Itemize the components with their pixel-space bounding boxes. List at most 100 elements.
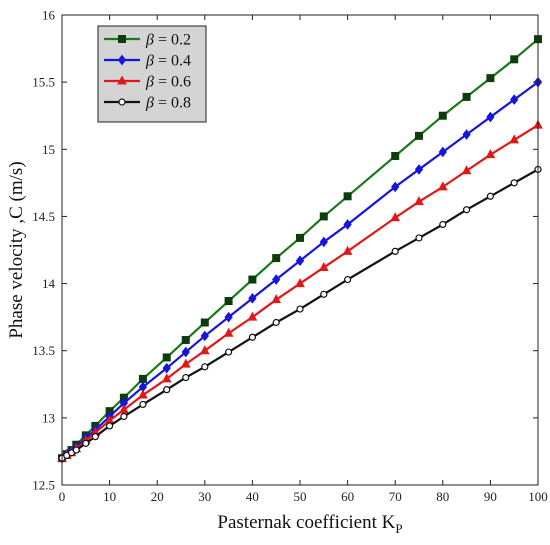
series-2-point — [224, 311, 233, 323]
series-3-point — [485, 149, 496, 159]
legend-label: β = 0.8 — [145, 95, 191, 112]
legend-beta-value: = 0.6 — [154, 74, 191, 91]
x-axis-title-subscript: P — [395, 521, 402, 536]
series-4-point — [182, 373, 190, 382]
legend: β = 0.2β = 0.4β = 0.6β = 0.8 — [97, 25, 207, 123]
series-4-point — [415, 234, 423, 242]
series-2-point — [181, 346, 190, 358]
series-4-point — [344, 275, 352, 284]
series-4-point — [72, 446, 80, 454]
series-3-point — [461, 165, 472, 175]
x-tick-label: 40 — [246, 489, 259, 504]
series-1-point — [224, 297, 233, 306]
legend-label: β = 0.2 — [145, 32, 191, 49]
series-3-point — [119, 404, 129, 414]
series-2-point — [391, 181, 400, 193]
series-3-point — [390, 212, 401, 222]
legend-swatch-marker — [118, 98, 126, 106]
legend-item: β = 0.4 — [104, 53, 191, 70]
series-2-point — [162, 362, 171, 374]
series-3-point — [199, 345, 210, 355]
x-tick-label: 70 — [389, 489, 402, 504]
y-tick-label: 12.5 — [32, 478, 55, 493]
series-1-point — [486, 74, 495, 83]
series-4-point — [91, 433, 99, 441]
series-4-point — [139, 400, 147, 409]
series-3-point — [161, 373, 172, 383]
legend-beta-symbol: β — [145, 32, 154, 49]
series-2-point — [343, 219, 352, 230]
series-2-point — [200, 330, 209, 342]
series-1-point — [319, 212, 328, 221]
series-2-point — [510, 94, 519, 105]
series-4-point — [463, 206, 471, 214]
series-4 — [58, 165, 542, 462]
legend-beta-symbol: β — [145, 95, 154, 112]
series-1-point — [200, 318, 209, 327]
series-4-point — [510, 179, 518, 187]
legend-item: β = 0.6 — [104, 74, 191, 91]
series-3-point — [342, 245, 353, 255]
x-tick-label: 0 — [59, 489, 66, 504]
axes-layer: 0 10 20 30 40 50 60 70 80 90 100 12.5 13 13.5 14 14.5 15… — [32, 8, 548, 505]
x-tick-label: 60 — [341, 489, 354, 504]
y-tick-label: 13 — [42, 410, 55, 425]
series-4-point — [105, 422, 114, 430]
series-4-point — [201, 363, 209, 371]
legend-beta-symbol: β — [145, 74, 154, 91]
series-3-point — [295, 278, 305, 288]
y-tick-label: 15 — [42, 142, 55, 157]
legend-beta-symbol: β — [145, 53, 154, 70]
series-2-point — [414, 164, 424, 175]
legend-swatch-marker — [117, 54, 127, 66]
x-axis-title: Pasternak coefficient KP — [217, 512, 402, 536]
series-1-point — [415, 131, 423, 140]
series-4-point — [320, 290, 328, 298]
series-4-point — [391, 247, 399, 255]
x-tick-label: 30 — [198, 489, 211, 504]
series-3-point — [223, 327, 234, 337]
series-2-point — [248, 293, 257, 304]
series-4-point — [248, 333, 256, 341]
legend-swatch-marker — [117, 75, 127, 85]
series-4-point — [272, 318, 280, 327]
series-2-point — [319, 236, 328, 248]
series-1-point — [138, 374, 147, 383]
x-tick-label: 100 — [528, 489, 548, 504]
y-tick-label: 15.5 — [32, 75, 55, 90]
y-tick-label: 14 — [42, 276, 56, 291]
legend-beta-value: = 0.8 — [154, 95, 191, 112]
series-1-point — [510, 55, 519, 64]
series-4-point — [486, 192, 494, 200]
series-3-point — [138, 389, 148, 399]
series-4-point — [225, 348, 233, 356]
x-tick-label: 80 — [436, 489, 449, 504]
series-1-point — [343, 192, 352, 201]
series-4-point — [296, 305, 304, 313]
series-2-point — [462, 129, 471, 140]
series-1-point — [296, 233, 304, 242]
series-1-point — [248, 275, 257, 284]
legend-beta-value: = 0.4 — [154, 53, 191, 70]
legend-label: β = 0.4 — [145, 53, 191, 70]
y-tick-label: 13.5 — [32, 343, 55, 358]
x-tick-label: 10 — [103, 489, 116, 504]
series-4-point — [120, 412, 128, 421]
series-layer — [57, 35, 543, 464]
legend-beta-value: = 0.2 — [154, 32, 191, 49]
series-3-point — [318, 261, 329, 271]
legend-swatch-marker — [118, 35, 126, 43]
series-3-point — [509, 134, 520, 144]
series-1-point — [272, 254, 281, 263]
series-3-point — [414, 196, 424, 206]
series-2-point — [438, 146, 447, 158]
series-3-point — [437, 181, 448, 191]
series-1-point — [162, 353, 171, 362]
x-tick-label: 90 — [484, 489, 497, 504]
series-4-point — [82, 439, 90, 447]
legend-label: β = 0.6 — [145, 74, 191, 91]
y-tick-label: 14.5 — [32, 209, 55, 224]
series-3-point — [271, 294, 282, 304]
series-2-point — [486, 111, 495, 123]
